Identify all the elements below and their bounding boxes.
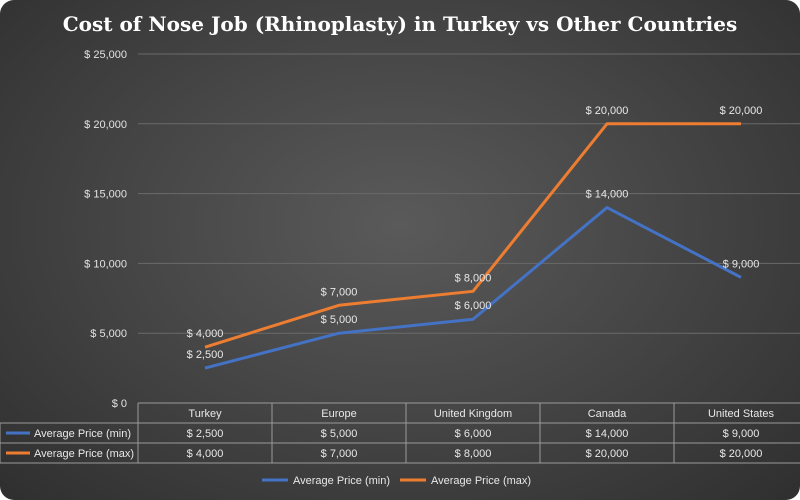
data-label: $ 20,000 <box>720 105 763 117</box>
legend: Average Price (min) Average Price (max) <box>262 475 531 487</box>
table-cell: $ 8,000 <box>455 448 492 460</box>
data-label: $ 5,000 <box>321 314 358 326</box>
x-category-label: Turkey <box>188 408 222 420</box>
chart-title: Cost of Nose Job (Rhinoplasty) in Turkey… <box>63 12 738 36</box>
y-axis: $ 0 $ 5,000 $ 10,000 $ 15,000 $ 20,000 $ 25,0… <box>84 49 127 410</box>
table-cell: $ 20,000 <box>720 448 763 460</box>
x-category-label: United Kingdom <box>434 408 512 420</box>
x-category-label: Canada <box>588 408 627 420</box>
table-cell: $ 20,000 <box>586 448 629 460</box>
table-series-name: Average Price (max) <box>34 448 134 460</box>
y-tick-label: $ 15,000 <box>84 189 127 201</box>
data-label: $ 6,000 <box>455 300 492 312</box>
data-label: $ 20,000 <box>586 105 629 117</box>
series-line <box>204 206 742 370</box>
data-table: Turkey Europe United Kingdom Canada United S… <box>0 402 800 464</box>
data-label: $ 4,000 <box>187 328 224 340</box>
y-tick-label: $ 5,000 <box>90 328 127 340</box>
table-cell: $ 14,000 <box>586 428 629 440</box>
data-label: $ 9,000 <box>723 258 760 270</box>
data-labels: $ 2,500 $ 5,000 $ 6,000 $ 14,000 $ 9,000 $ 4,… <box>187 105 763 361</box>
y-tick-label: $ 20,000 <box>84 119 127 131</box>
y-tick-label: $ 10,000 <box>84 258 127 270</box>
series-line <box>204 122 741 349</box>
data-label: $ 2,500 <box>187 349 224 361</box>
x-category-label: United States <box>708 408 775 420</box>
data-label: $ 7,000 <box>321 286 358 298</box>
data-label: $ 14,000 <box>586 189 629 201</box>
data-label: $ 8,000 <box>455 272 492 284</box>
table-cell: $ 4,000 <box>187 448 224 460</box>
table-cell: $ 5,000 <box>321 428 358 440</box>
table-cell: $ 2,500 <box>187 428 224 440</box>
table-cell: $ 9,000 <box>723 428 760 440</box>
legend-label: Average Price (max) <box>431 475 531 487</box>
table-cell: $ 6,000 <box>455 428 492 440</box>
table-series-name: Average Price (min) <box>34 428 131 440</box>
y-tick-label: $ 25,000 <box>84 49 127 61</box>
x-category-label: Europe <box>321 408 356 420</box>
legend-label: Average Price (min) <box>293 475 390 487</box>
table-cell: $ 7,000 <box>321 448 358 460</box>
y-tick-label: $ 0 <box>112 398 127 410</box>
series-lines <box>204 122 742 370</box>
